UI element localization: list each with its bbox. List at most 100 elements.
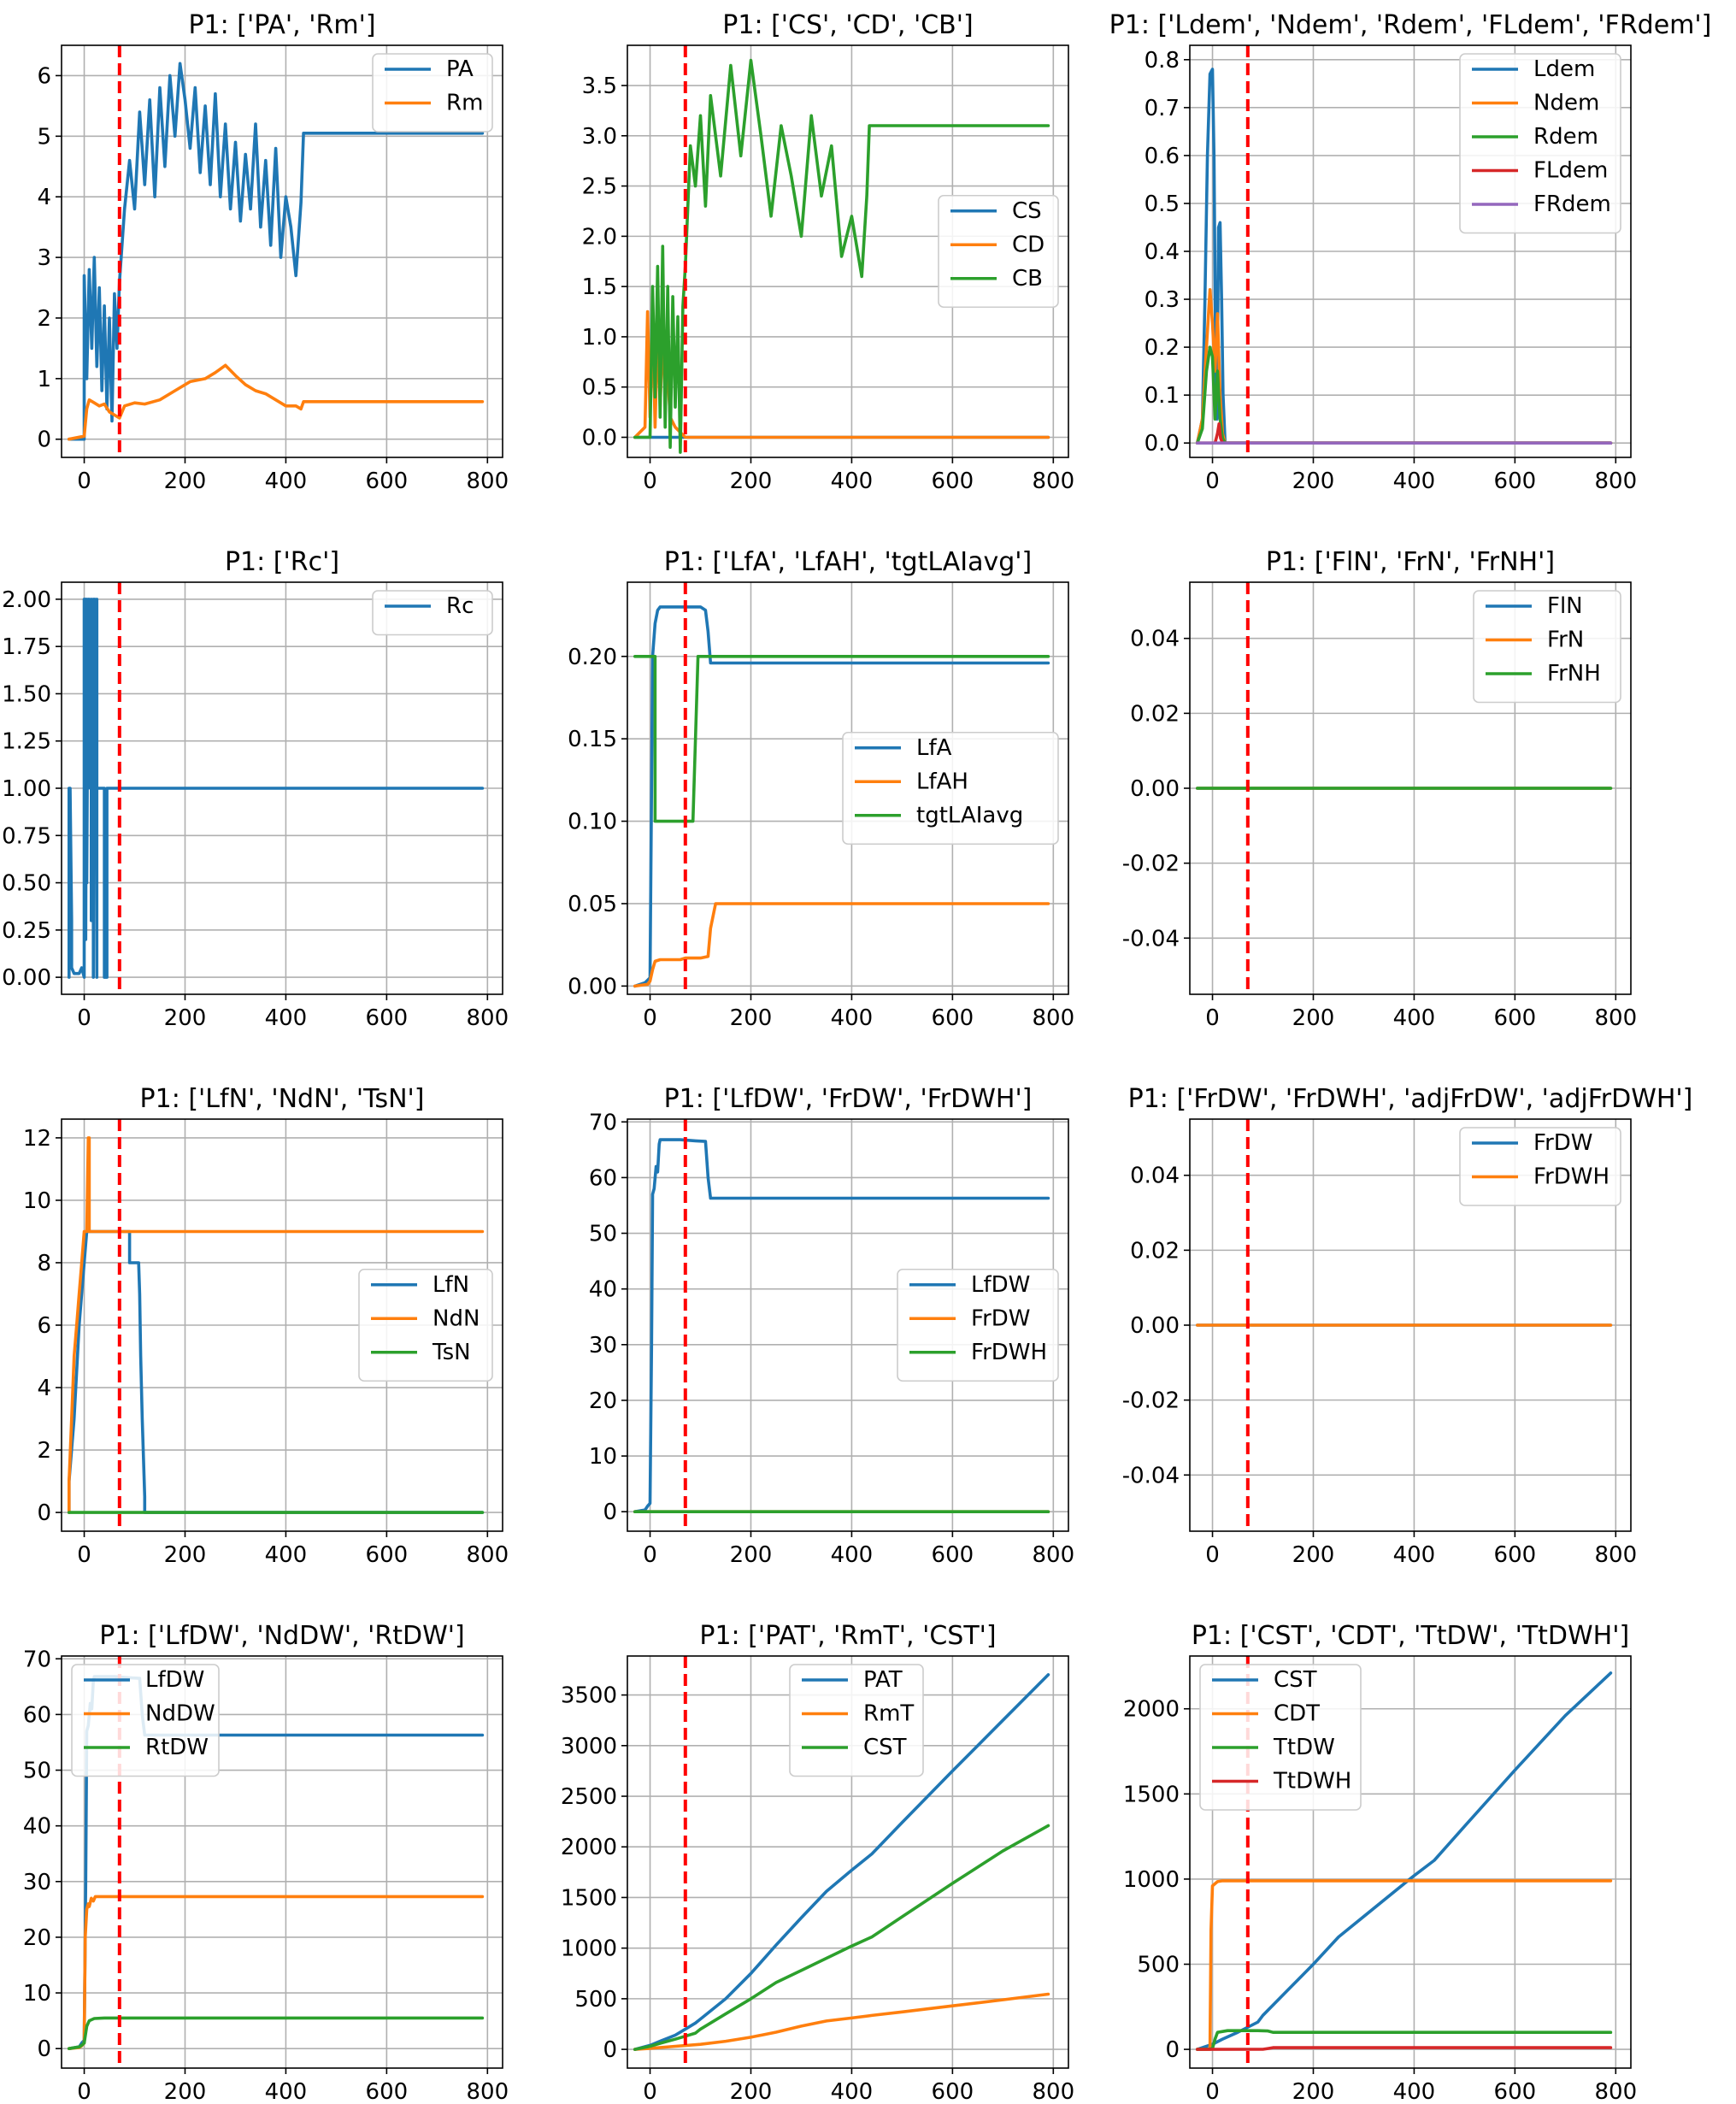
chart-title: P1: ['CST', 'CDT', 'TtDW', 'TtDWH'] <box>1192 1621 1629 1651</box>
x-tick-label: 800 <box>466 1542 509 1568</box>
legend: LfN NdN TsN <box>358 1268 493 1382</box>
chart-title: P1: ['Rc'] <box>225 547 339 577</box>
legend-label: PAT <box>863 1667 903 1693</box>
plot-area <box>633 582 1050 994</box>
y-tick-label: 6 <box>37 63 51 89</box>
series-line-Ndem <box>1196 287 1613 445</box>
x-tick-label: 600 <box>932 2079 974 2104</box>
y-tick-label: 0.50 <box>2 871 51 897</box>
x-tick-label: 400 <box>1393 1005 1436 1031</box>
y-tick-label: 1.0 <box>582 325 617 351</box>
chart-title: P1: ['FrDW', 'FrDWH', 'adjFrDW', 'adjFrD… <box>1128 1084 1693 1114</box>
y-tick-label: 0.0 <box>1145 431 1180 457</box>
y-tick-label: 0.0 <box>582 425 617 451</box>
x-tick-label: 400 <box>265 2079 308 2104</box>
y-tick-label: -0.02 <box>1122 1388 1180 1414</box>
axes-frame <box>1189 1118 1632 1532</box>
legend: CST CDT TtDW TtDWH <box>1199 1664 1362 1811</box>
x-tick-label: 0 <box>1205 469 1220 494</box>
series-line-Rc <box>68 598 485 979</box>
chart-panel-1: P1: ['PA', 'Rm'] 0 200 400 600 800 0 1 2 3 4 5 6 PA Rm <box>37 10 509 494</box>
y-tick-label: 1500 <box>1123 1782 1180 1807</box>
y-tick-label: 30 <box>23 1870 51 1895</box>
legend: FrDW FrDWH <box>1459 1127 1621 1206</box>
legend-label: FrDWH <box>971 1340 1047 1365</box>
chart-panel-12: P1: ['CST', 'CDT', 'TtDW', 'TtDWH'] 0 200 4… <box>1123 1621 1637 2104</box>
legend-label: LfAH <box>916 769 968 794</box>
x-tick-label: 800 <box>1594 1542 1637 1568</box>
plot-area <box>1196 1119 1613 1531</box>
x-tick-label: 0 <box>643 1542 657 1568</box>
y-tick-label: 500 <box>574 1987 617 2013</box>
x-tick-label: 200 <box>730 1005 773 1031</box>
series-line-LfDW <box>633 1138 1050 1513</box>
x-tick-label: 200 <box>730 2079 773 2104</box>
y-tick-label: 4 <box>37 1376 51 1401</box>
chart-panel-7: P1: ['LfN', 'NdN', 'TsN'] 0 200 400 600 800 0 2… <box>23 1084 509 1568</box>
x-tick-label: 800 <box>1032 2079 1074 2104</box>
y-tick-label: 0.00 <box>1130 776 1180 802</box>
axes-frame <box>1189 44 1632 458</box>
y-tick-label: 0.4 <box>1145 239 1180 265</box>
chart-panel-10: P1: ['LfDW', 'NdDW', 'RtDW']0 200 400 600 80… <box>23 1621 509 2104</box>
x-tick-label: 600 <box>932 1005 974 1031</box>
y-tick-label: 70 <box>23 1647 51 1672</box>
y-tick-label: 50 <box>589 1222 617 1247</box>
y-tick-label: 2.0 <box>582 224 617 250</box>
legend-label: FrDW <box>971 1305 1030 1331</box>
chart-panel-11: P1: ['PAT', 'RmT', 'CST'] 0 200 400 600 800 0 5… <box>561 1621 1074 2104</box>
legend-label: FrDW <box>1533 1130 1592 1156</box>
chart-panel-6: P1: ['FlN', 'FrN', 'FrNH'] 0 200 400 600 800 -… <box>1122 547 1637 1031</box>
x-tick-label: 800 <box>1032 1542 1074 1568</box>
plot-area <box>68 45 485 457</box>
legend-label: FRdem <box>1533 192 1611 217</box>
plot-area <box>633 45 1050 457</box>
x-tick-label: 600 <box>932 1542 974 1568</box>
legend-box <box>372 53 493 133</box>
y-tick-label: 0.15 <box>568 727 617 752</box>
x-tick-label: 800 <box>1594 469 1637 494</box>
series-line-NdDW <box>68 1895 485 2050</box>
x-tick-label: 600 <box>932 469 974 494</box>
legend-label: CST <box>1274 1667 1317 1693</box>
x-tick-label: 0 <box>643 1005 657 1031</box>
x-tick-label: 400 <box>831 2079 874 2104</box>
legend-label: CB <box>1012 266 1043 292</box>
y-tick-label: 70 <box>589 1110 617 1135</box>
y-tick-label: 0.2 <box>1145 335 1180 361</box>
legend-label: LfA <box>916 735 952 761</box>
legend-label: CS <box>1012 198 1042 224</box>
y-tick-label: 0.10 <box>568 810 617 835</box>
y-tick-label: 12 <box>23 1126 51 1152</box>
y-tick-label: 1.75 <box>2 634 51 660</box>
chart-title: P1: ['Ldem', 'Ndem', 'Rdem', 'FLdem', 'F… <box>1109 10 1712 40</box>
axes-frame <box>61 1118 503 1532</box>
x-tick-label: 400 <box>265 1005 308 1031</box>
legend-label: Rdem <box>1533 124 1598 150</box>
series-line-CD <box>633 309 1050 439</box>
x-tick-label: 200 <box>1292 2079 1335 2104</box>
x-tick-label: 600 <box>366 1005 409 1031</box>
legend-box <box>372 590 493 636</box>
x-tick-label: 400 <box>1393 2079 1436 2104</box>
y-tick-label: 0 <box>37 427 51 453</box>
plot-area <box>68 1119 485 1531</box>
legend-label: RmT <box>863 1701 914 1727</box>
legend-label: FlN <box>1547 593 1583 619</box>
x-tick-label: 200 <box>164 1542 207 1568</box>
x-tick-label: 0 <box>643 469 657 494</box>
series-line-tgtLAIavg <box>633 654 1050 823</box>
legend: PAT RmT CST <box>789 1664 924 1777</box>
legend: LfDW FrDW FrDWH <box>897 1268 1059 1382</box>
y-tick-label: 0 <box>603 2037 617 2063</box>
series-line-CDT <box>1196 1879 1613 2051</box>
y-tick-label: 50 <box>23 1759 51 1784</box>
series-line-FLdem <box>1196 421 1613 445</box>
y-tick-label: 60 <box>23 1702 51 1728</box>
chart-panel-5: P1: ['LfA', 'LfAH', 'tgtLAIavg'] 0 200 400 6… <box>568 547 1074 1031</box>
y-tick-label: 3000 <box>561 1734 617 1759</box>
x-tick-label: 800 <box>466 2079 509 2104</box>
legend-box <box>1459 53 1621 234</box>
x-tick-label: 800 <box>1594 1005 1637 1031</box>
legend-label: FLdem <box>1533 158 1608 184</box>
